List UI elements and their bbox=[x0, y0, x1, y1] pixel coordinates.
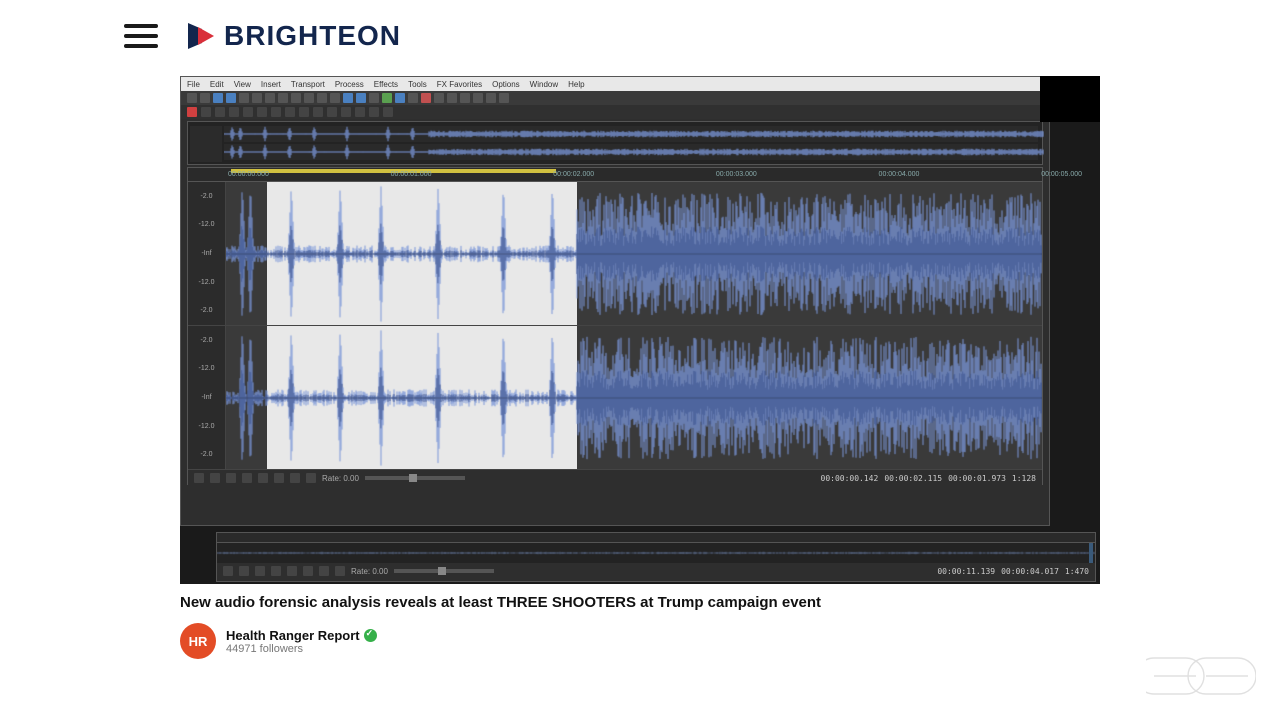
toolbar-button[interactable] bbox=[499, 93, 509, 103]
transport-button[interactable] bbox=[327, 107, 337, 117]
daw-toolbar[interactable] bbox=[181, 91, 1049, 105]
track-body[interactable] bbox=[226, 182, 1042, 325]
zoom-ratio: 1:470 bbox=[1065, 567, 1089, 576]
menu-item[interactable]: Options bbox=[492, 80, 520, 89]
timecode: 00:00:04.017 bbox=[1001, 567, 1059, 576]
daw-overview-track[interactable] bbox=[187, 121, 1043, 165]
transport-button[interactable] bbox=[369, 107, 379, 117]
menu-item[interactable]: View bbox=[234, 80, 251, 89]
toolbar-button[interactable] bbox=[213, 93, 223, 103]
toolbar-button[interactable] bbox=[486, 93, 496, 103]
channel-name[interactable]: Health Ranger Report bbox=[226, 628, 377, 643]
menu-item[interactable]: Window bbox=[530, 80, 558, 89]
verified-badge-icon bbox=[364, 629, 377, 642]
transport-button[interactable] bbox=[229, 107, 239, 117]
rate-slider[interactable] bbox=[365, 476, 465, 480]
rate-slider[interactable] bbox=[394, 569, 494, 573]
transport-button[interactable] bbox=[271, 107, 281, 117]
toolbar-button[interactable] bbox=[473, 93, 483, 103]
menu-icon[interactable] bbox=[124, 24, 158, 48]
toolbar-button[interactable] bbox=[265, 93, 275, 103]
toolbar-button[interactable] bbox=[356, 93, 366, 103]
toolbar-button[interactable] bbox=[408, 93, 418, 103]
menu-item[interactable]: Process bbox=[335, 80, 364, 89]
track-header[interactable]: -2.0-12.0-Inf-12.0-2.0 bbox=[188, 326, 226, 469]
toolbar-button[interactable] bbox=[382, 93, 392, 103]
transport-button[interactable] bbox=[285, 107, 295, 117]
menu-item[interactable]: File bbox=[187, 80, 200, 89]
watermark-icon bbox=[1146, 650, 1256, 702]
zoom-ratio: 1:128 bbox=[1012, 474, 1036, 483]
video-title: New audio forensic analysis reveals at l… bbox=[180, 594, 1100, 611]
toolbar-button[interactable] bbox=[239, 93, 249, 103]
toolbar-button[interactable] bbox=[317, 93, 327, 103]
rate-label: Rate: 0.00 bbox=[322, 474, 359, 483]
daw-transport[interactable] bbox=[181, 105, 1049, 119]
daw-menubar[interactable]: File Edit View Insert Transport Process Effect… bbox=[181, 77, 1049, 91]
daw-time-ruler[interactable]: 00:00:00.00000:00:01.00000:00:02.00000:0… bbox=[188, 168, 1042, 182]
toolbar-button[interactable] bbox=[369, 93, 379, 103]
daw-lower-panel: Rate: 0.00 00:00:11.139 00:00:04.017 1:4… bbox=[216, 532, 1096, 582]
channel-row: HR Health Ranger Report 44971 followers bbox=[180, 623, 1280, 659]
toolbar-button[interactable] bbox=[343, 93, 353, 103]
menu-item[interactable]: Effects bbox=[374, 80, 398, 89]
menu-item[interactable]: Help bbox=[568, 80, 584, 89]
track-body[interactable] bbox=[226, 326, 1042, 469]
menu-item[interactable]: Insert bbox=[261, 80, 281, 89]
transport-button[interactable] bbox=[215, 107, 225, 117]
transport-button[interactable] bbox=[313, 107, 323, 117]
daw-lower-track[interactable] bbox=[217, 543, 1095, 563]
timecode: 00:00:02.115 bbox=[884, 474, 942, 483]
transport-button[interactable] bbox=[187, 107, 197, 117]
timecode: 00:00:00.142 bbox=[821, 474, 879, 483]
transport-button[interactable] bbox=[299, 107, 309, 117]
timecode: 00:00:01.973 bbox=[948, 474, 1006, 483]
menu-item[interactable]: FX Favorites bbox=[437, 80, 482, 89]
track-header[interactable]: -2.0-12.0-Inf-12.0-2.0 bbox=[188, 182, 226, 325]
avatar[interactable]: HR bbox=[180, 623, 216, 659]
menu-item[interactable]: Transport bbox=[291, 80, 325, 89]
toolbar-button[interactable] bbox=[460, 93, 470, 103]
toolbar-button[interactable] bbox=[395, 93, 405, 103]
toolbar-button[interactable] bbox=[330, 93, 340, 103]
rate-label: Rate: 0.00 bbox=[351, 567, 388, 576]
transport-button[interactable] bbox=[201, 107, 211, 117]
transport-button[interactable] bbox=[243, 107, 253, 117]
toolbar-button[interactable] bbox=[434, 93, 444, 103]
daw-footer-lower[interactable]: Rate: 0.00 00:00:11.139 00:00:04.017 1:4… bbox=[217, 563, 1095, 579]
daw-track-left[interactable]: -2.0-12.0-Inf-12.0-2.0 bbox=[188, 182, 1042, 326]
waveform-canvas bbox=[226, 326, 1042, 470]
transport-button[interactable] bbox=[355, 107, 365, 117]
channel-name-text: Health Ranger Report bbox=[226, 628, 360, 643]
daw-track-right[interactable]: -2.0-12.0-Inf-12.0-2.0 bbox=[188, 326, 1042, 470]
toolbar-button[interactable] bbox=[226, 93, 236, 103]
toolbar-button[interactable] bbox=[304, 93, 314, 103]
timecode: 00:00:11.139 bbox=[937, 567, 995, 576]
toolbar-button[interactable] bbox=[187, 93, 197, 103]
toolbar-button[interactable] bbox=[200, 93, 210, 103]
overlay-block bbox=[1040, 76, 1100, 122]
waveform-canvas bbox=[226, 182, 1042, 326]
toolbar-button[interactable] bbox=[252, 93, 262, 103]
transport-button[interactable] bbox=[383, 107, 393, 117]
daw-window: File Edit View Insert Transport Process Effect… bbox=[180, 76, 1050, 526]
toolbar-button[interactable] bbox=[421, 93, 431, 103]
toolbar-button[interactable] bbox=[291, 93, 301, 103]
daw-footer-upper[interactable]: Rate: 0.00 00:00:00.142 00:00:02.115 00:… bbox=[188, 470, 1042, 486]
toolbar-button[interactable] bbox=[278, 93, 288, 103]
followers-count: 44971 followers bbox=[226, 643, 377, 655]
brand-logo[interactable]: BRIGHTEON bbox=[186, 20, 401, 52]
daw-main-editor[interactable]: 00:00:00.00000:00:01.00000:00:02.00000:0… bbox=[187, 167, 1043, 485]
site-header: BRIGHTEON bbox=[0, 0, 1280, 68]
play-logo-icon bbox=[186, 21, 216, 51]
menu-item[interactable]: Tools bbox=[408, 80, 427, 89]
brand-text: BRIGHTEON bbox=[224, 20, 401, 52]
menu-item[interactable]: Edit bbox=[210, 80, 224, 89]
toolbar-button[interactable] bbox=[447, 93, 457, 103]
video-player[interactable]: File Edit View Insert Transport Process Effect… bbox=[180, 76, 1100, 584]
transport-button[interactable] bbox=[257, 107, 267, 117]
transport-button[interactable] bbox=[341, 107, 351, 117]
